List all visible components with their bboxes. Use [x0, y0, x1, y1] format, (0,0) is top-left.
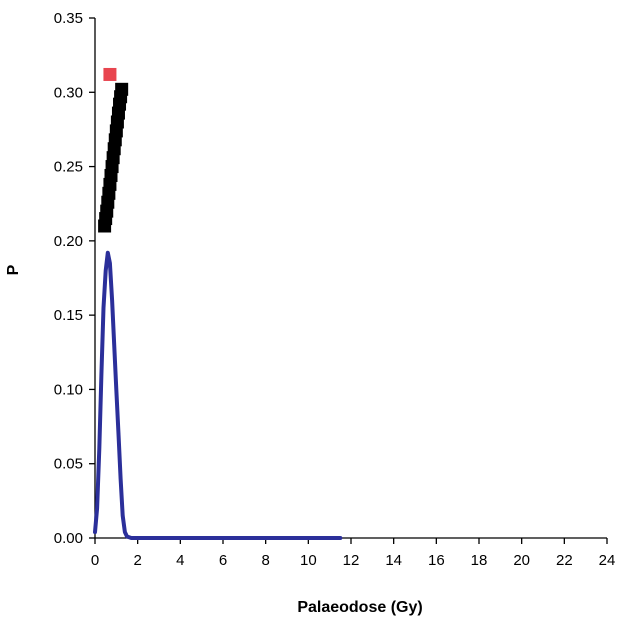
data-point — [103, 67, 117, 81]
x-tick-label: 20 — [513, 552, 530, 569]
y-tick-label: 0.15 — [54, 307, 83, 324]
x-tick-label: 18 — [471, 552, 488, 569]
x-tick-label: 12 — [343, 552, 360, 569]
x-tick-label: 2 — [133, 552, 141, 569]
x-tick-label: 4 — [176, 552, 184, 569]
y-tick-label: 0.05 — [54, 456, 83, 473]
y-tick-label: 0.25 — [54, 159, 83, 176]
x-tick-label: 0 — [91, 552, 99, 569]
data-point — [115, 82, 129, 96]
x-tick-label: 8 — [261, 552, 269, 569]
y-axis-title: P — [5, 264, 22, 275]
x-tick-label: 6 — [219, 552, 227, 569]
x-tick-label: 14 — [385, 552, 402, 569]
y-tick-label: 0.00 — [54, 530, 83, 547]
axes: 0.000.050.100.150.200.250.300.350 2 4 6 8 10 1… — [54, 10, 616, 569]
plot-area — [93, 67, 343, 540]
series-line — [93, 250, 343, 540]
y-tick-label: 0.35 — [54, 10, 83, 27]
x-tick-label: 10 — [300, 552, 317, 569]
y-tick-label: 0.20 — [54, 233, 83, 250]
y-tick-label: 0.30 — [54, 84, 83, 101]
x-tick-label: 24 — [599, 552, 616, 569]
x-tick-label: 22 — [556, 552, 573, 569]
y-tick-label: 0.10 — [54, 381, 83, 398]
x-tick-label: 16 — [428, 552, 445, 569]
x-axis-title: Palaeodose (Gy) — [297, 599, 422, 616]
